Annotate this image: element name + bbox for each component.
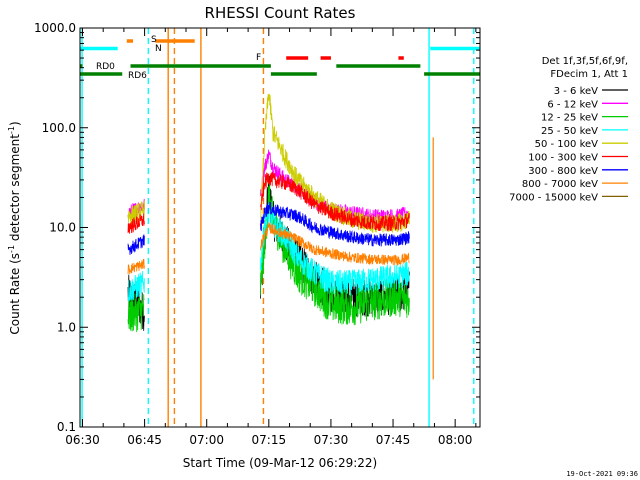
x-tick-label: 06:45 bbox=[127, 433, 162, 447]
series-line bbox=[127, 258, 145, 275]
x-tick-label: 07:30 bbox=[314, 433, 349, 447]
series-line bbox=[260, 202, 410, 296]
axis-layer: 1000.0 100.0 10.0 1.0 0.106:30 06:45 07:00 07:1… bbox=[34, 21, 480, 447]
y-tick-label: 1000.0 bbox=[34, 21, 76, 35]
x-tick-label: 06:30 bbox=[65, 433, 100, 447]
legend-label: 300 - 800 keV bbox=[528, 166, 598, 177]
x-tick-label: 08:00 bbox=[438, 433, 473, 447]
annotation-rd0: RD0 bbox=[96, 62, 115, 72]
legend-label: 6 - 12 keV bbox=[547, 99, 598, 110]
legend-label: 12 - 25 keV bbox=[541, 113, 598, 124]
series-line bbox=[260, 222, 410, 266]
series-line bbox=[260, 171, 410, 232]
series-line bbox=[127, 213, 145, 234]
legend: Det 1f,3f,5f,6f,9f, FDecim 1, Att 1 3 - … bbox=[509, 56, 628, 203]
annotation-n: N bbox=[155, 44, 162, 54]
legend-label: 7000 - 15000 keV bbox=[509, 192, 598, 203]
legend-label: 100 - 300 keV bbox=[528, 153, 598, 164]
y-tick-label: 0.1 bbox=[57, 420, 76, 434]
y-tick-label: 100.0 bbox=[42, 121, 76, 135]
series-line bbox=[127, 234, 145, 255]
y-axis-label: Count Rate (s-1 detector segment-1) bbox=[7, 121, 22, 334]
x-axis-label: Start Time (09-Mar-12 06:29:22) bbox=[183, 456, 377, 470]
legend-header-2: FDecim 1, Att 1 bbox=[550, 69, 628, 80]
y-tick-label: 10.0 bbox=[49, 221, 76, 235]
x-tick-label: 07:00 bbox=[189, 433, 224, 447]
annotation-rd6: RD6 bbox=[128, 71, 147, 81]
annotation-s: S bbox=[151, 35, 157, 45]
series-line bbox=[260, 201, 410, 247]
series-layer bbox=[127, 93, 410, 333]
series-line bbox=[127, 270, 145, 302]
annotation-f: F bbox=[256, 53, 261, 63]
legend-label: 25 - 50 keV bbox=[541, 126, 598, 137]
series-line bbox=[127, 200, 145, 225]
chart-title: RHESSI Count Rates bbox=[205, 4, 356, 22]
legend-header-1: Det 1f,3f,5f,6f,9f, bbox=[542, 56, 628, 67]
legend-label: 800 - 7000 keV bbox=[522, 179, 598, 190]
series-line bbox=[127, 293, 145, 333]
x-tick-label: 07:15 bbox=[252, 433, 287, 447]
timestamp: 19-Oct-2021 09:36 bbox=[566, 470, 638, 478]
legend-label: 3 - 6 keV bbox=[554, 86, 598, 97]
x-tick-label: 07:45 bbox=[376, 433, 411, 447]
legend-label: 50 - 100 keV bbox=[535, 139, 599, 150]
y-tick-label: 1.0 bbox=[57, 320, 76, 334]
